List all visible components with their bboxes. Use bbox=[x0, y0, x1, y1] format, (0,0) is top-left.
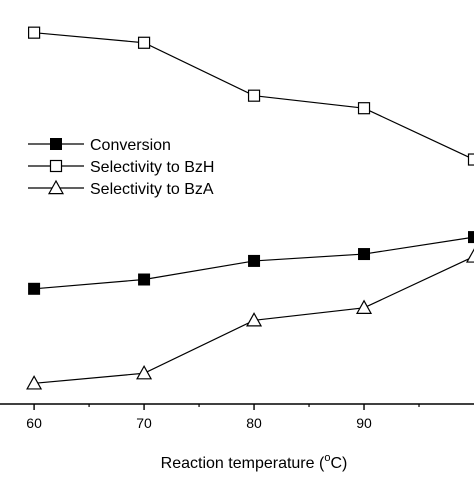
data-point-1-0 bbox=[29, 27, 40, 38]
data-point-0-0 bbox=[29, 283, 40, 294]
x-axis-title: Reaction temperature (oC) bbox=[161, 452, 348, 472]
legend-item-0: Conversion bbox=[28, 137, 171, 154]
legend-label-0: Conversion bbox=[90, 137, 171, 154]
data-point-1-2 bbox=[249, 90, 260, 101]
data-point-0-4 bbox=[469, 232, 474, 243]
plot-area bbox=[27, 27, 474, 389]
series-0 bbox=[29, 232, 474, 295]
data-point-2-3 bbox=[357, 301, 371, 314]
x-axis-title-prefix: Reaction temperature ( bbox=[161, 455, 325, 472]
legend: Conversion Selectivity to BzH Selectivity … bbox=[28, 137, 214, 198]
data-point-0-2 bbox=[249, 255, 260, 266]
x-tick-label-80: 80 bbox=[246, 415, 262, 431]
legend-item-2: Selectivity to BzA bbox=[28, 181, 214, 198]
data-point-0-1 bbox=[139, 274, 150, 285]
data-point-1-1 bbox=[139, 37, 150, 48]
data-point-2-1 bbox=[137, 366, 151, 379]
legend-label-1: Selectivity to BzH bbox=[90, 159, 214, 176]
legend-item-1: Selectivity to BzH bbox=[28, 159, 214, 176]
data-point-1-3 bbox=[359, 103, 370, 114]
axes: 60 70 80 90 bbox=[0, 404, 474, 431]
x-tick-label-90: 90 bbox=[356, 415, 372, 431]
series-2 bbox=[27, 249, 474, 388]
x-tick-label-70: 70 bbox=[136, 415, 152, 431]
legend-marker-2 bbox=[49, 181, 63, 194]
legend-marker-0 bbox=[51, 139, 62, 150]
legend-marker-1 bbox=[51, 161, 62, 172]
x-axis-title-suffix: C) bbox=[330, 455, 347, 472]
data-point-2-4 bbox=[467, 249, 474, 262]
data-point-1-4 bbox=[469, 154, 474, 165]
data-point-0-3 bbox=[359, 249, 370, 260]
legend-label-2: Selectivity to BzA bbox=[90, 181, 214, 198]
x-tick-label-60: 60 bbox=[26, 415, 42, 431]
